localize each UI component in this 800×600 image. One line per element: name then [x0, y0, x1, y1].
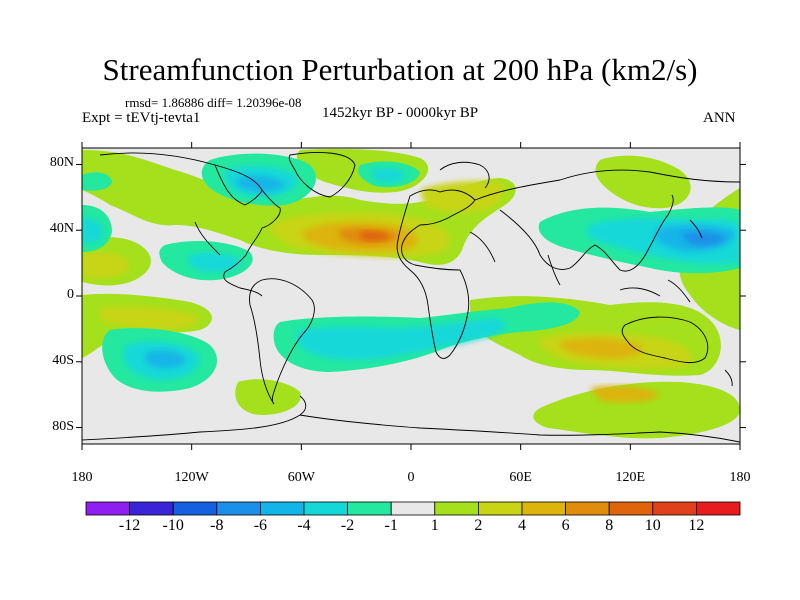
colorbar-tick-label: -4	[297, 517, 311, 534]
neg-region	[236, 175, 285, 192]
colorbar-swatch	[521, 501, 566, 516]
colorbar-tick-label: -10	[162, 517, 184, 534]
colorbar-swatch	[652, 501, 697, 516]
y-tick-label: 80S	[52, 418, 74, 434]
colorbar-swatch	[347, 501, 392, 516]
y-tick-label: 0	[67, 287, 74, 302]
colorbar-tick-label: -8	[210, 517, 224, 534]
pos-region	[560, 338, 643, 359]
neg-region	[82, 172, 112, 191]
colorbar	[85, 501, 741, 516]
pos-max-core	[360, 231, 390, 241]
colorbar-tick-label: 6	[561, 517, 570, 534]
colorbar-swatch	[608, 501, 654, 516]
colorbar-swatch	[477, 501, 523, 516]
season-label: ANN	[703, 110, 736, 126]
neg-region	[370, 167, 406, 183]
pos-region	[235, 379, 301, 415]
plot-title: Streamfunction Perturbation at 200 hPa (…	[102, 52, 698, 87]
y-tick-label: 80N	[49, 155, 74, 171]
colorbar-tick-label: 8	[605, 517, 614, 534]
pos-region	[679, 256, 740, 330]
colorbar-tick-label: -1	[384, 517, 398, 534]
pos-region	[533, 381, 740, 439]
pos-region	[420, 181, 505, 213]
colorbar-tick-label: -2	[340, 517, 355, 534]
colorbar-swatch	[303, 501, 348, 516]
pos-region	[590, 386, 660, 403]
colorbar-swatch	[85, 501, 130, 516]
colorbar-tick-label: -6	[253, 517, 268, 534]
colorbar-tick-label: 2	[474, 517, 483, 534]
coastlines	[82, 152, 740, 443]
colorbar-swatch	[390, 501, 436, 516]
colorbar-swatch	[696, 501, 741, 516]
colorbar-tick-label: 10	[644, 517, 661, 534]
x-tick-label: 180	[729, 470, 751, 485]
pos-region	[100, 306, 199, 330]
y-tick-label: 40S	[52, 352, 74, 368]
colorbar-tick-label: -12	[118, 517, 141, 534]
neg-region	[144, 350, 186, 368]
rmsd-stats: rmsd= 1.86886 diff= 1.20396e-08	[125, 95, 302, 110]
x-tick-label: 180	[71, 470, 93, 485]
pos-region	[82, 252, 129, 278]
neg-min-core	[680, 231, 726, 246]
neg-region	[188, 252, 242, 273]
x-tick-label: 60W	[287, 470, 315, 485]
field-layer	[82, 148, 740, 444]
colorbar-swatch	[172, 501, 218, 516]
axis-ticks	[76, 142, 746, 450]
neg-region	[296, 318, 505, 360]
x-tick-label: 60E	[509, 470, 532, 485]
x-tick-label: 0	[407, 470, 415, 485]
colorbar-tick-label: 1	[430, 517, 439, 534]
neg-region	[82, 217, 104, 244]
colorbar-swatch	[129, 501, 174, 516]
colorbar-tick-label: 4	[518, 517, 526, 534]
experiment-label: Expt = tEVtj-tevta1	[82, 110, 201, 126]
y-tick-label: 40N	[49, 221, 74, 237]
colorbar-swatch	[434, 501, 479, 516]
colorbar-swatch	[259, 501, 305, 516]
colorbar-tick-label: 12	[688, 517, 705, 534]
pos-region	[595, 155, 691, 209]
x-tick-label: 120W	[174, 470, 209, 485]
colorbar-swatch	[565, 501, 610, 516]
period-label: 1452kyr BP - 0000kyr BP	[322, 105, 479, 121]
colorbar-swatch	[216, 501, 261, 516]
x-tick-label: 120E	[615, 470, 646, 485]
